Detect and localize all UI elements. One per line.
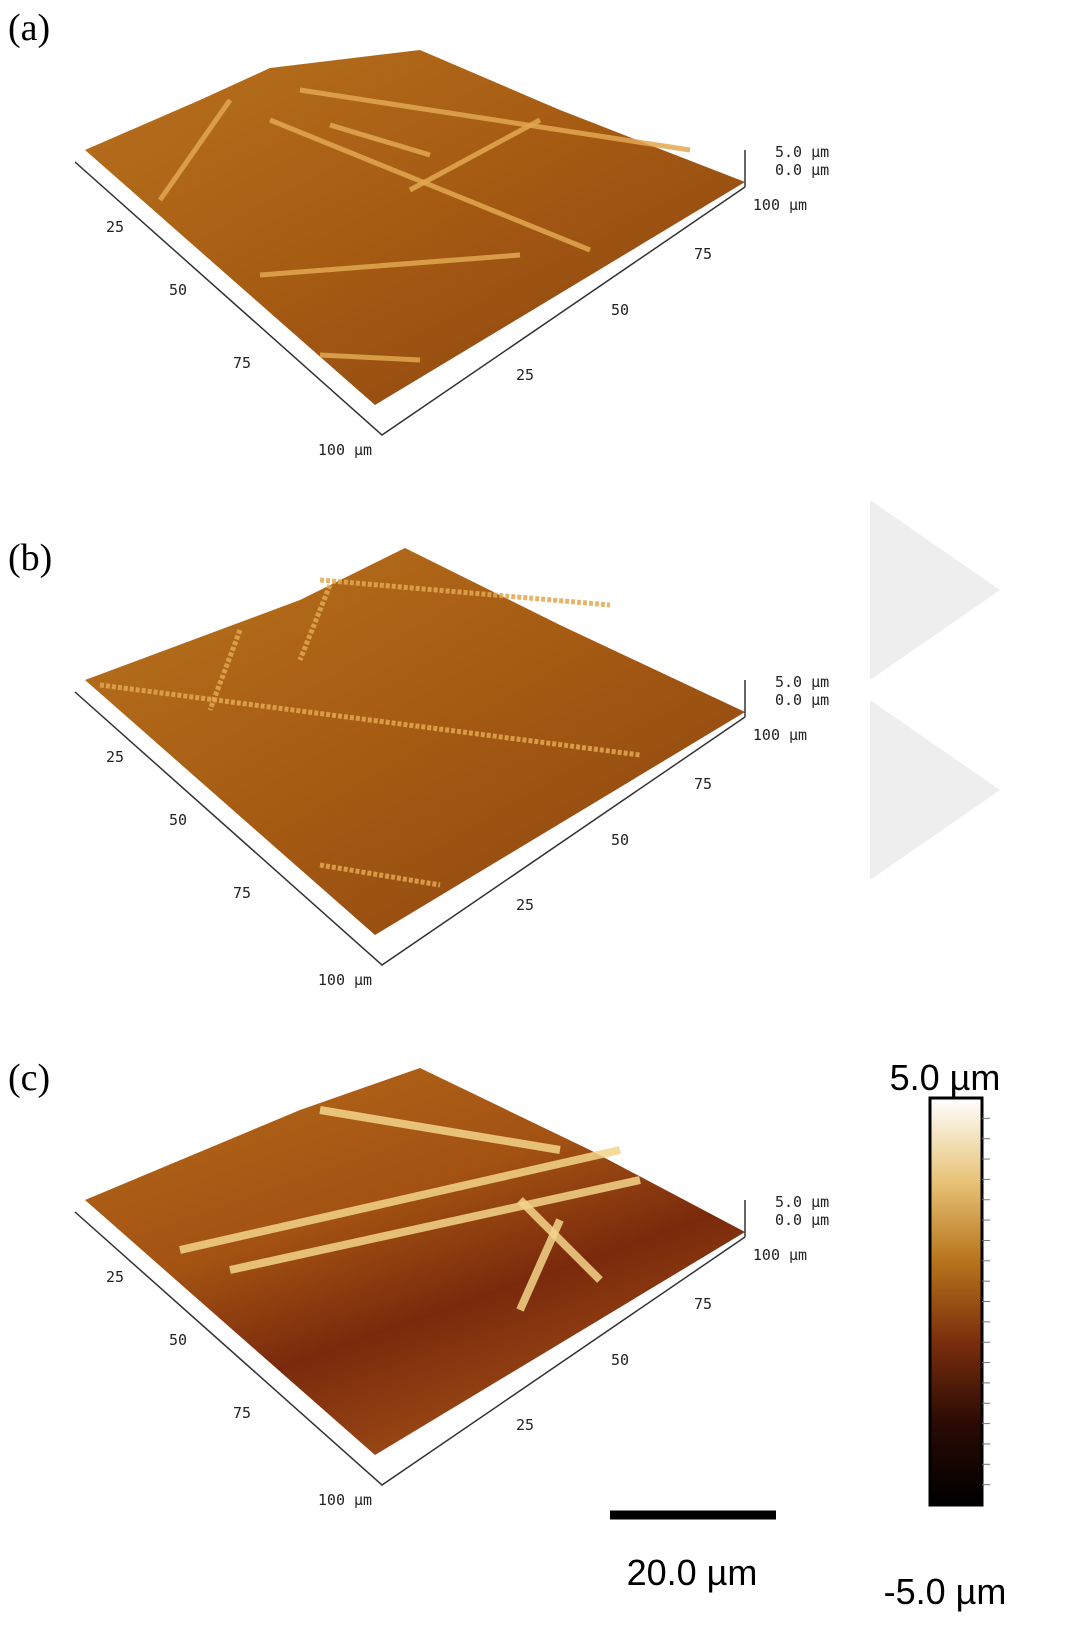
afm-surface [85,548,745,935]
z-axis-label: 0.0 μm [775,161,829,179]
left-axis-tick-label: 25 [106,1268,124,1286]
panel-label: (c) [8,1057,50,1099]
right-axis-tick-label: 25 [516,1416,534,1434]
figure: 5.0 µm -5.0 µm 20.0 µm (a) 25 50 75 100 μm 25… [0,0,1067,1626]
left-axis-tick-label: 100 μm [318,1491,372,1509]
left-axis-tick-label: 75 [233,354,251,372]
right-axis-tick-label: 25 [516,896,534,914]
left-axis-tick-label: 50 [169,811,187,829]
z-axis-label: 0.0 μm [775,1211,829,1229]
watermark [870,700,1000,880]
color-bar-max: 5.0 µm [890,1057,1001,1098]
z-axis-label: 5.0 μm [775,143,829,161]
color-bar [930,1098,982,1505]
left-axis-tick-label: 50 [169,281,187,299]
scale-bar-label: 20.0 µm [627,1552,758,1593]
panel: (b) 25 50 75 100 μm 25 50 75 100 μm 5.0 μm0.0 μm [8,537,829,989]
right-axis-tick-label: 25 [516,366,534,384]
right-axis-tick-label: 75 [694,1295,712,1313]
panel-label: (b) [8,537,52,579]
left-axis-tick-label: 75 [233,884,251,902]
left-axis-tick-label: 25 [106,748,124,766]
afm-surface [85,50,745,405]
right-axis-tick-label: 50 [611,301,629,319]
panel-label: (a) [8,7,50,49]
panel: (a) 25 50 75 100 μm 25 50 75 100 μm 5.0 μm0.0 μm [8,7,829,459]
left-axis-tick-label: 75 [233,1404,251,1422]
z-axis-label: 5.0 μm [775,1193,829,1211]
right-axis-tick-label: 100 μm [753,726,807,744]
z-axis-label: 0.0 μm [775,691,829,709]
left-axis-tick-label: 50 [169,1331,187,1349]
watermark [870,500,1000,680]
right-axis-tick-label: 100 μm [753,1246,807,1264]
right-axis-tick-label: 100 μm [753,196,807,214]
right-axis-tick-label: 50 [611,831,629,849]
right-axis-tick-label: 75 [694,775,712,793]
panel: (c) 25 50 75 100 μm 25 50 75 100 μm 5.0 μm0.0 μm [8,1057,829,1509]
right-axis-tick-label: 50 [611,1351,629,1369]
left-axis-tick-label: 25 [106,218,124,236]
z-axis-label: 5.0 μm [775,673,829,691]
color-bar-min: -5.0 µm [884,1571,1007,1612]
left-axis-tick-label: 100 μm [318,971,372,989]
left-axis-tick-label: 100 μm [318,441,372,459]
right-axis-tick-label: 75 [694,245,712,263]
